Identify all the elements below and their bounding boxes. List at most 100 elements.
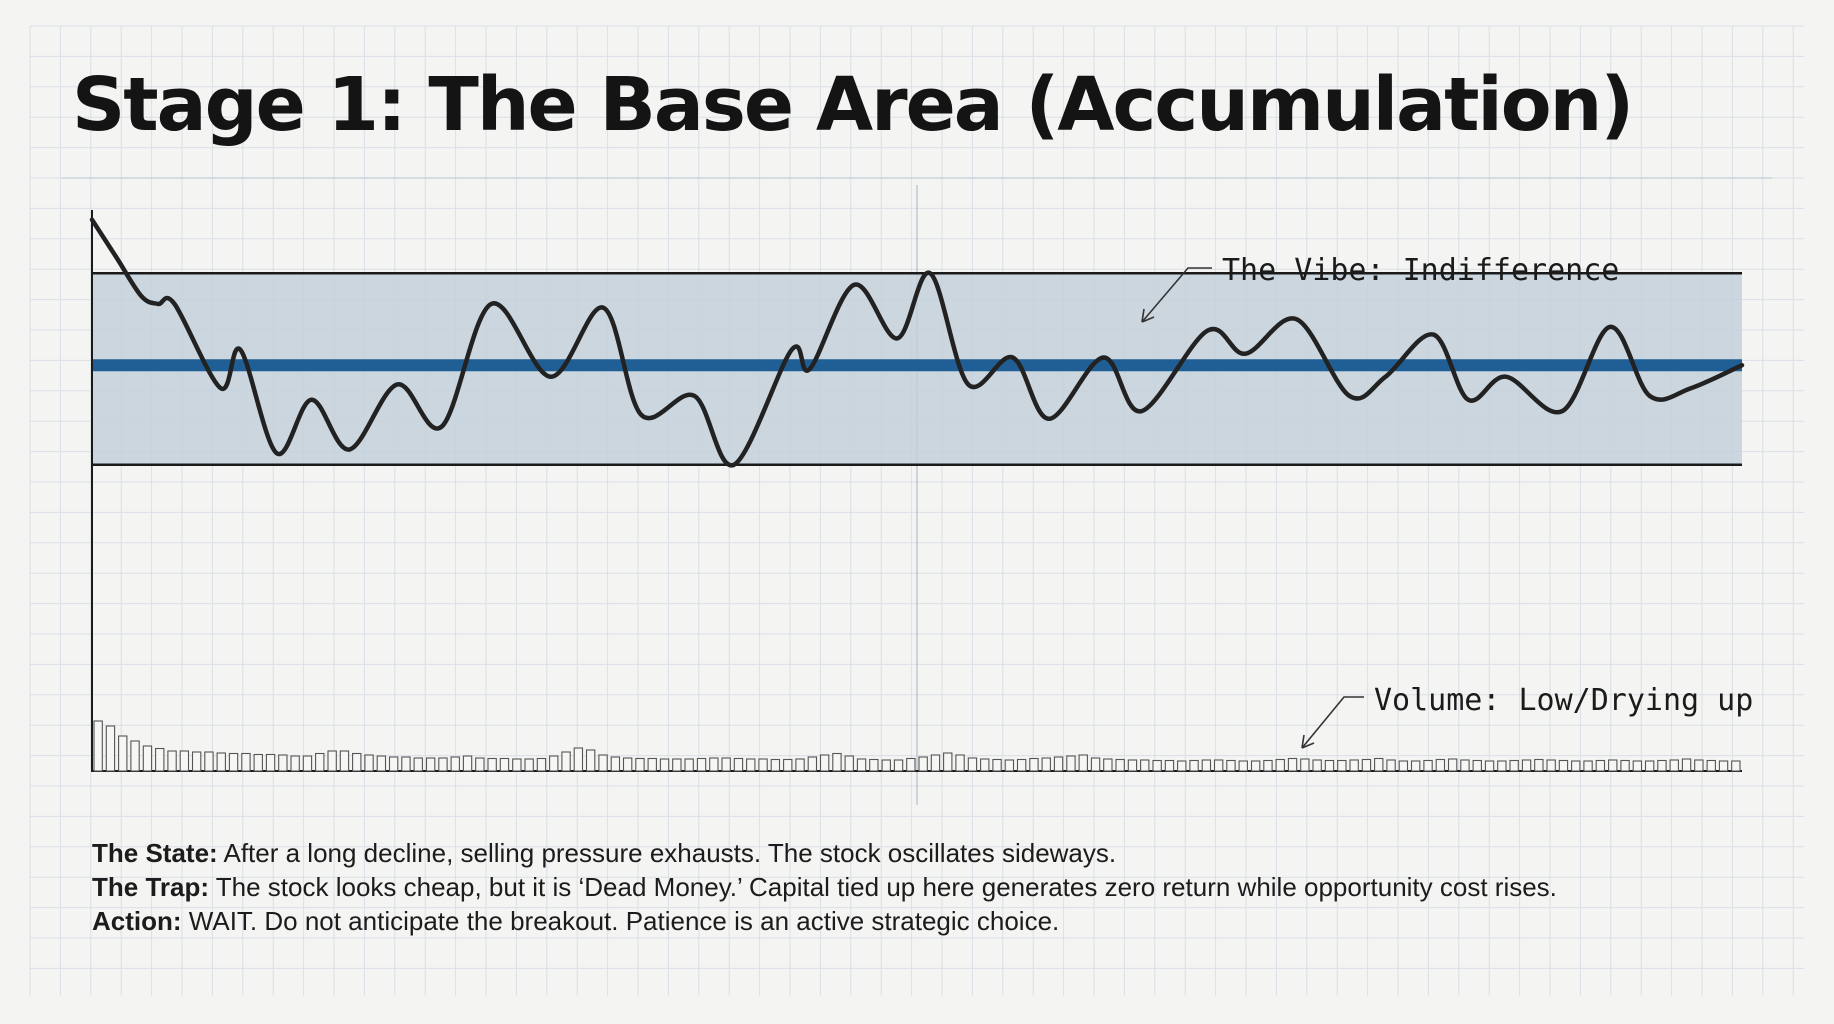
volume-bar <box>1718 760 1729 772</box>
volume-bar <box>315 752 325 772</box>
volume-bar <box>943 752 953 772</box>
volume-arrow-icon <box>1301 734 1315 749</box>
volume-bar <box>549 755 559 772</box>
volume-bar <box>561 751 571 772</box>
volume-bar <box>413 757 423 772</box>
volume-bar <box>622 757 633 772</box>
volume-bar <box>918 756 928 772</box>
volume-bar <box>1374 757 1384 772</box>
volume-bar <box>967 757 978 772</box>
volume-bar <box>265 753 276 772</box>
volume-bar <box>1608 759 1618 772</box>
volume-bar <box>1053 756 1064 772</box>
volume-bar <box>856 758 867 772</box>
volume-bar <box>844 755 854 772</box>
volume-bar <box>1127 759 1138 772</box>
volume-bar <box>807 756 818 772</box>
volume-bar <box>1201 759 1212 772</box>
volume-bar <box>1275 758 1285 772</box>
volume-bar <box>1447 758 1458 772</box>
volume-bar <box>1571 760 1581 772</box>
volume-bar <box>795 758 805 772</box>
volume-bar <box>980 758 990 772</box>
volume-bar <box>955 754 965 772</box>
volume-bar <box>167 750 177 772</box>
volume-bar <box>155 747 165 772</box>
volume-bar <box>228 752 239 772</box>
volume-bar <box>1016 758 1027 772</box>
volume-bar <box>721 757 731 772</box>
volume-bar <box>1669 759 1679 772</box>
volume-bar <box>1694 759 1704 772</box>
volume-bar <box>105 725 116 772</box>
description-action: Action: WAIT. Do not anticipate the brea… <box>92 904 1557 938</box>
volume-bar <box>1484 760 1495 772</box>
annotations: The Vibe: Indifference Volume: Low/Drying… <box>1141 253 1753 749</box>
volume-bar <box>512 758 522 772</box>
volume-bar <box>1595 759 1606 772</box>
volume-bar <box>930 754 941 772</box>
volume-bar <box>869 758 879 772</box>
volume-bar <box>1398 760 1409 772</box>
volume-bar <box>1361 758 1372 772</box>
volume-bar <box>1386 759 1396 772</box>
volume-bar <box>302 755 313 772</box>
volume-bar <box>585 749 596 772</box>
volume-bar <box>1263 759 1273 772</box>
vibe-arrow-icon <box>1141 308 1155 323</box>
description-trap: The Trap: The stock looks cheap, but it … <box>92 870 1557 904</box>
volume-bar <box>241 752 251 772</box>
volume-bar <box>1115 758 1125 772</box>
volume-annotation: Volume: Low/Drying up <box>1374 683 1753 718</box>
volume-bar <box>733 757 744 772</box>
volume-bar <box>906 757 916 772</box>
volume-bar <box>770 758 781 772</box>
volume-bar <box>758 758 768 772</box>
volume-bar <box>191 751 202 772</box>
description-trap-text: The stock looks cheap, but it is ‘Dead M… <box>209 872 1557 902</box>
volume-bar <box>1423 759 1433 772</box>
volume-bar <box>1583 760 1593 772</box>
volume-bar <box>746 758 756 772</box>
volume-bar <box>1250 760 1261 772</box>
volume-bar <box>1472 759 1482 772</box>
volume-bar <box>1004 759 1015 772</box>
volume-bar <box>536 757 547 772</box>
volume-bar <box>1140 759 1150 772</box>
volume-bar <box>327 750 337 772</box>
volume-bar <box>598 754 608 772</box>
volume-bar <box>93 720 103 772</box>
volume-bar <box>1238 760 1248 772</box>
volume-bar <box>1681 758 1692 772</box>
volume-bar <box>1435 758 1446 772</box>
volume-bar <box>1731 760 1741 772</box>
volume-bar <box>290 755 300 772</box>
vibe-annotation: The Vibe: Indifference <box>1222 253 1619 288</box>
volume-bar <box>339 750 350 772</box>
volume-bar <box>499 757 510 772</box>
volume-bar <box>1226 759 1236 772</box>
volume-bar <box>1090 757 1101 772</box>
volume-bar <box>278 754 288 772</box>
volume-bar <box>1460 759 1470 772</box>
volume-bar <box>1706 759 1716 772</box>
volume-bar <box>1287 757 1298 772</box>
volume-bar <box>1189 759 1199 772</box>
volume-bar <box>376 755 387 772</box>
description-state-text: After a long decline, selling pressure e… <box>217 838 1117 868</box>
volume-bar <box>783 758 793 772</box>
volume-bar <box>401 756 411 772</box>
price-chart <box>89 210 1745 772</box>
volume-bar <box>881 759 891 772</box>
volume-bar <box>1312 759 1322 772</box>
volume-bar <box>819 754 830 772</box>
volume-bar <box>1509 759 1519 772</box>
volume-bar <box>1164 759 1175 772</box>
volume-bar <box>1546 759 1556 772</box>
volume-bar <box>1041 757 1051 772</box>
volume-bar <box>1521 759 1532 772</box>
volume-bar <box>475 757 485 772</box>
volume-bar <box>204 751 214 772</box>
description-action-label: Action: <box>92 906 182 936</box>
